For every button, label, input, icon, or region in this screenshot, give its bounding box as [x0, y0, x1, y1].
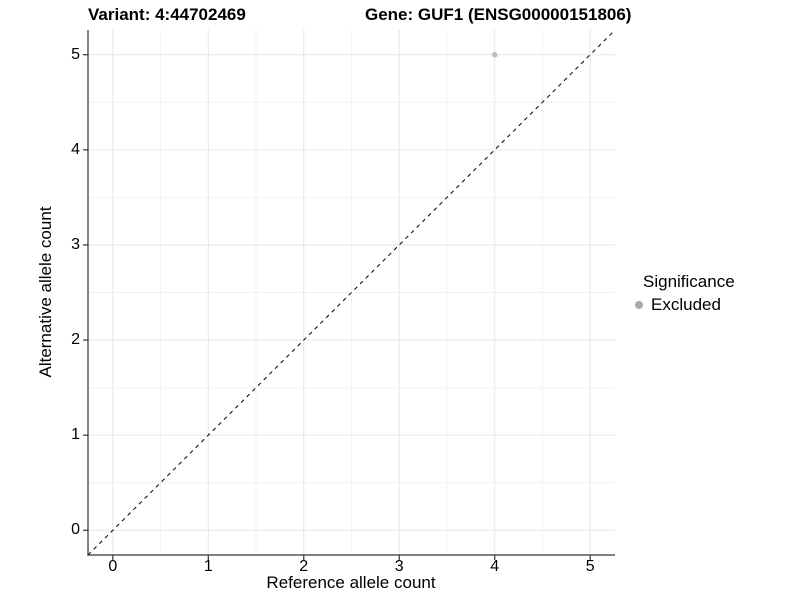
x-tick-label: 4	[490, 558, 500, 575]
y-tick-label: 2	[71, 331, 80, 349]
x-tick-label: 3	[394, 558, 404, 575]
legend-item-label: Excluded	[651, 295, 721, 314]
gene-title: Gene: GUF1 (ENSG00000151806)	[365, 5, 632, 24]
identity-reference-line	[87, 29, 616, 556]
legend-title: Significance	[643, 272, 735, 291]
y-tick-label: 3	[71, 235, 80, 253]
x-tick-label: 5	[585, 558, 595, 575]
y-tick-label: 0	[71, 521, 80, 539]
variant-title: Variant: 4:44702469	[88, 5, 246, 24]
circle-marker-icon	[635, 301, 643, 309]
y-axis-title: Alternative allele count	[36, 206, 55, 378]
y-tick-label: 1	[71, 426, 80, 444]
y-tick-label: 4	[71, 140, 80, 158]
y-tick-label: 5	[71, 45, 80, 63]
x-tick-label: 2	[299, 558, 309, 575]
x-axis-title: Reference allele count	[266, 573, 436, 592]
legend: Significance Excluded	[633, 272, 735, 315]
legend-item-excluded: Excluded	[633, 295, 735, 315]
data-point-excluded	[491, 51, 498, 58]
x-tick-label: 1	[203, 558, 213, 575]
x-tick-label: 0	[108, 558, 118, 575]
